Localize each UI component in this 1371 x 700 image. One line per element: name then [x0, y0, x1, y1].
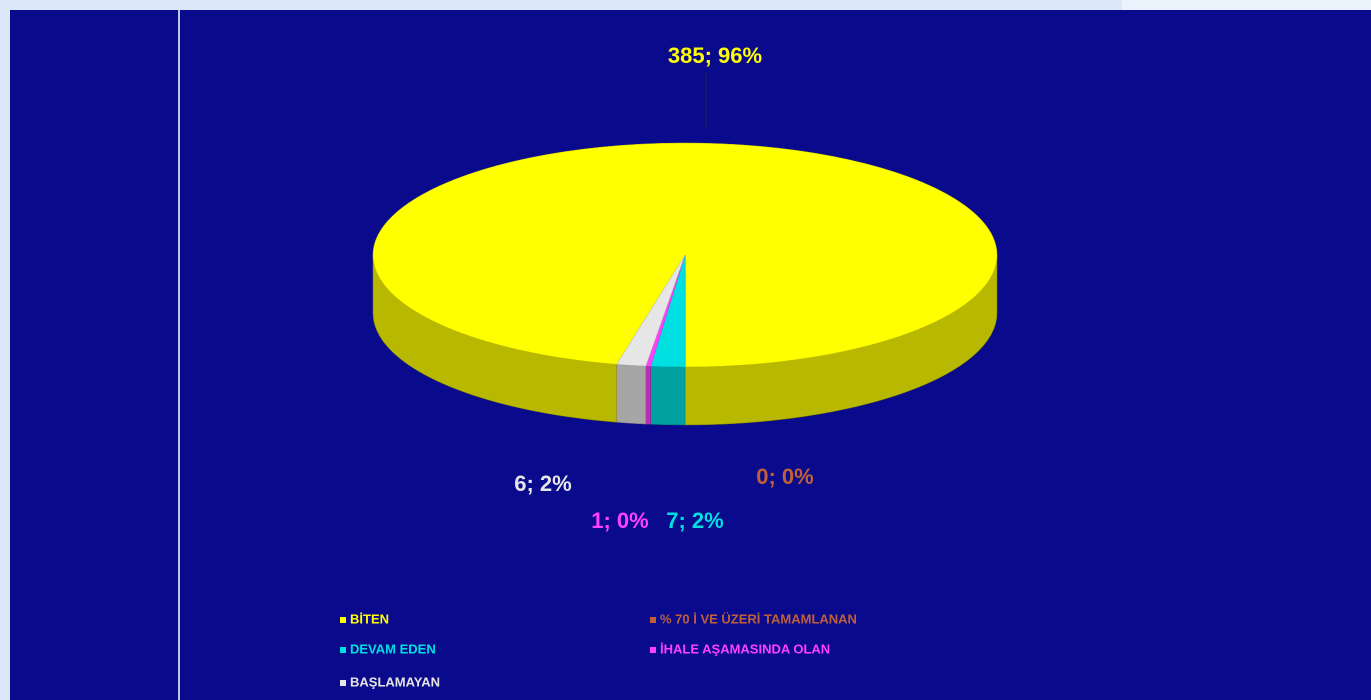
data-label: 385; 96%: [668, 43, 762, 68]
data-label: 1; 0%: [591, 508, 648, 533]
legend-swatch: [340, 617, 346, 623]
slice-side: [616, 364, 647, 425]
legend-swatch: [650, 617, 656, 623]
slice-side: [650, 366, 686, 426]
legend-swatch: [650, 647, 656, 653]
legend-label: İHALE AŞAMASINDA OLAN: [660, 641, 830, 656]
data-label: 7; 2%: [666, 508, 723, 533]
legend-label: % 70 İ VE ÜZERİ TAMAMLANAN: [660, 611, 857, 626]
slice-side: [645, 365, 651, 425]
legend-label: DEVAM EDEN: [350, 641, 436, 656]
slice: [616, 254, 686, 367]
data-label: 0; 0%: [756, 464, 813, 489]
legend-swatch: [340, 680, 346, 686]
legend-label: BAŞLAMAYAN: [350, 674, 440, 689]
top-strip: [1122, 0, 1371, 10]
data-label: 6; 2%: [514, 471, 571, 496]
legend-swatch: [340, 647, 346, 653]
legend-label: BİTEN: [350, 611, 389, 626]
